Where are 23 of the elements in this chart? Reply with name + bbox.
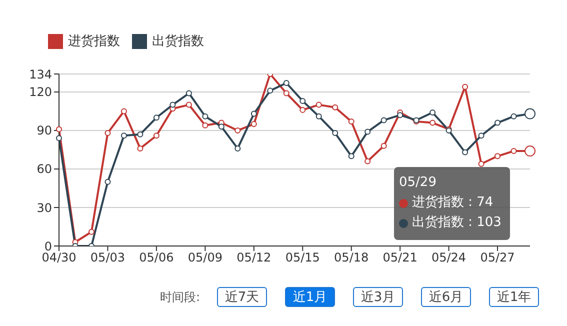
y-tick-label: 60 bbox=[36, 162, 52, 176]
x-tick-label: 04/30 bbox=[42, 250, 76, 265]
x-tick-label: 05/24 bbox=[431, 250, 466, 265]
x-tick-label: 05/03 bbox=[90, 250, 126, 265]
annotation: 进货指数 : 74 bbox=[412, 194, 494, 212]
annotation: 出货指数 : 103 bbox=[412, 214, 502, 232]
y-tick-label: 30 bbox=[36, 200, 52, 215]
x-tick-label: 05/09 bbox=[188, 250, 222, 265]
x-tick-label: 05/06 bbox=[139, 250, 174, 265]
y-tick-label: 0 bbox=[44, 239, 52, 254]
text: 时间段: bbox=[160, 288, 200, 306]
legend-label: 出货指数 bbox=[152, 33, 204, 50]
legend-label: 进货指数 bbox=[68, 33, 120, 50]
y-tick-label: 90 bbox=[36, 124, 52, 138]
x-tick-label: 05/12 bbox=[236, 250, 272, 265]
x-tick-label: 05/18 bbox=[334, 250, 369, 265]
x-tick-label: 05/21 bbox=[382, 250, 418, 265]
x-tick-label: 05/27 bbox=[480, 250, 515, 265]
tooltip-box: 05/29 进货指数 : 74 出货指数 : 103 bbox=[394, 167, 510, 240]
y-tick-label: 134 bbox=[29, 67, 52, 82]
y-tick-label: 120 bbox=[29, 85, 52, 100]
x-tick-label: 05/15 bbox=[285, 250, 320, 265]
annotation: 05/29 bbox=[399, 174, 438, 192]
